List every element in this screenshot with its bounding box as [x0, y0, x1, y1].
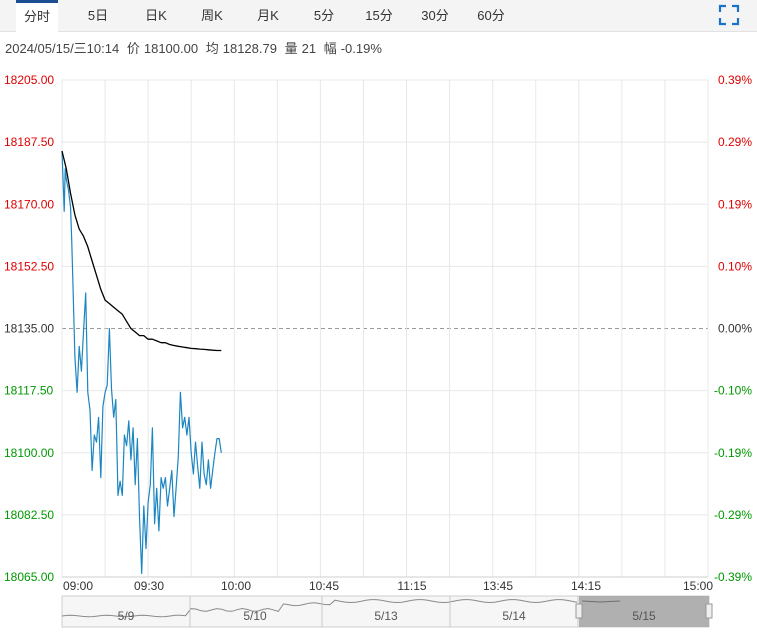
y-tick-label-right: -0.29%	[714, 508, 752, 522]
average-price-line	[61, 150, 222, 352]
navigator-date-label: 5/9	[118, 609, 135, 623]
series-lines	[61, 150, 222, 575]
avg-label: 均	[205, 41, 219, 56]
x-tick-label: 13:45	[483, 579, 513, 593]
navigator-selection[interactable]	[579, 596, 709, 627]
y-tick-label-right: 0.10%	[718, 259, 752, 273]
tab-daily-k[interactable]: 日K	[145, 8, 167, 23]
y-axis-right: 0.39% 0.29% 0.19% 0.10% 0.00% -0.10% -0.19% -0.…	[714, 73, 752, 584]
x-tick-label: 09:00	[63, 579, 93, 593]
volume-value: 21	[301, 41, 317, 56]
y-tick-label-left: 18065.00	[4, 570, 54, 584]
avg-value: 18128.79	[222, 41, 277, 56]
navigator-date-label: 5/15	[632, 609, 656, 623]
x-tick-label: 10:00	[221, 579, 251, 593]
tab-monthly-k[interactable]: 月K	[257, 8, 279, 23]
y-tick-label-left: 18205.00	[4, 73, 54, 87]
y-tick-label-left: 18117.50	[4, 384, 53, 398]
y-tick-label-right: 0.39%	[718, 73, 752, 87]
y-tick-label-left: 18135.00	[4, 322, 54, 336]
fullscreen-icon[interactable]	[718, 4, 740, 26]
y-tick-label-left: 18170.00	[4, 197, 54, 211]
x-axis: 09:00 09:30 10:00 10:45 11:15 13:45 14:15 15:00	[63, 579, 713, 593]
y-axis-left: 18205.00 18187.50 18170.00 18152.50 18135.00…	[4, 73, 54, 584]
x-tick-label: 09:30	[134, 579, 164, 593]
volume-label: 量	[284, 41, 298, 56]
navigator-date-label: 5/13	[374, 609, 398, 623]
tab-30min[interactable]: 30分	[421, 8, 449, 23]
tab-timeshare[interactable]: 分时	[16, 0, 58, 32]
tab-60min[interactable]: 60分	[477, 8, 505, 23]
y-tick-label-right: -0.19%	[714, 446, 752, 460]
y-tick-label-right: 0.29%	[718, 135, 752, 149]
range-navigator[interactable]: 5/9 5/10 5/13 5/14 5/15	[61, 595, 713, 628]
change-label: 幅	[323, 41, 337, 56]
navigator-date-label: 5/10	[243, 609, 267, 623]
tab-5day[interactable]: 5日	[87, 8, 109, 23]
chart-grid	[61, 79, 709, 578]
y-tick-label-right: 0.00%	[718, 322, 752, 336]
y-tick-label-left: 18187.50	[4, 135, 54, 149]
tab-weekly-k[interactable]: 周K	[201, 8, 223, 23]
y-tick-label-right: -0.10%	[714, 384, 752, 398]
y-tick-label-left: 18082.50	[4, 508, 54, 522]
y-tick-label-right: 0.19%	[718, 197, 752, 211]
navigator-date-label: 5/14	[502, 609, 526, 623]
x-tick-label: 11:15	[397, 579, 426, 593]
price-value: 18100.00	[143, 41, 199, 56]
y-tick-label-left: 18152.50	[4, 259, 54, 273]
x-tick-label: 10:45	[309, 579, 339, 593]
x-tick-label: 15:00	[683, 579, 713, 593]
quote-datetime: 2024/05/15/三10:14	[5, 41, 120, 56]
navigator-left-handle[interactable]	[575, 603, 583, 619]
price-line	[61, 150, 222, 575]
period-tab-bar: 分时 5日 日K 周K 月K 5分 15分 30分 60分	[0, 0, 757, 32]
tab-5min[interactable]: 5分	[313, 8, 335, 23]
navigator-right-handle[interactable]	[705, 603, 713, 619]
y-tick-label-right: -0.39%	[714, 570, 752, 584]
navigator-history-line	[61, 599, 578, 618]
tab-15min[interactable]: 15分	[365, 8, 393, 23]
price-label: 价	[126, 41, 140, 56]
change-value: -0.19%	[340, 41, 382, 56]
y-tick-label-left: 18100.00	[4, 446, 54, 460]
x-tick-label: 14:15	[571, 579, 601, 593]
navigator-selection-line	[581, 600, 621, 603]
